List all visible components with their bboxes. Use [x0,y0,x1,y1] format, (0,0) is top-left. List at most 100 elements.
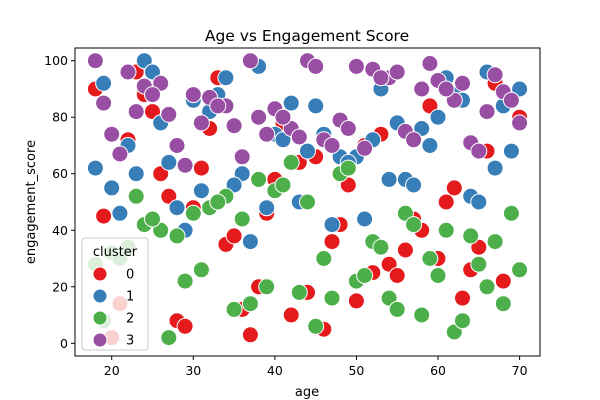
data-point [241,326,259,344]
data-point [290,128,308,146]
data-point [111,145,129,163]
x-tick-label: 40 [267,363,283,378]
data-point [462,227,480,245]
data-point [95,207,113,225]
data-point [160,329,178,347]
legend-marker [92,266,108,282]
legend-title: cluster [93,245,138,260]
data-point [486,233,504,251]
data-point [454,74,471,92]
data-point [470,255,488,273]
data-point [470,142,488,160]
data-point [225,300,243,318]
data-point [127,103,145,121]
data-point [429,267,447,284]
data-point [307,97,325,115]
data-point [176,317,194,335]
data-point [405,131,423,149]
legend-item: 1 [92,288,134,305]
data-point [95,94,113,112]
data-point [307,317,325,335]
data-point [437,221,455,239]
data-point [168,137,186,154]
data-point [502,204,520,222]
data-point [95,74,113,92]
data-point [372,69,390,87]
data-point [494,295,512,313]
data-point [421,137,439,154]
data-point [470,193,488,211]
legend-marker [92,310,108,326]
y-tick-label: 60 [52,166,68,181]
data-point [176,272,194,290]
data-point [144,210,161,228]
data-point [372,238,390,256]
data-point [160,105,178,123]
data-point [192,159,210,177]
data-point [486,159,504,177]
legend-label: 3 [126,334,134,349]
chart-title: Age vs Engagement Score [205,27,409,45]
data-point [160,153,178,171]
data-point [258,278,276,296]
data-point [413,80,431,98]
data-point [454,289,471,307]
data-point [511,114,529,132]
data-point [347,57,365,75]
data-point [388,300,406,318]
data-point [282,94,300,112]
x-axis-label: age [295,385,319,400]
y-tick-label: 100 [44,53,68,68]
data-point [233,148,251,166]
data-point [241,295,259,313]
data-point [445,179,463,197]
data-point [192,182,210,200]
x-axis: 20 30 40 50 60 70 [104,356,528,378]
data-point [339,120,357,137]
data-point [184,86,202,104]
data-point [307,57,325,75]
data-point [405,216,423,234]
x-tick-label: 20 [104,363,120,378]
data-point [356,267,374,284]
data-point [160,187,178,205]
data-point [290,283,308,301]
data-point [241,233,259,251]
data-point [225,117,243,135]
data-point [274,108,292,126]
data-point [299,193,316,211]
legend-item: 3 [92,332,134,349]
data-point [176,156,194,174]
x-tick-label: 70 [512,363,528,378]
data-point [144,86,161,104]
plot-frame [74,47,541,357]
data-point [478,278,496,296]
data-point [119,63,137,81]
data-point [454,312,471,330]
data-point [209,193,227,211]
legend-item: 2 [92,310,134,327]
data-point [396,241,414,259]
data-point [388,267,406,284]
data-point [356,139,374,157]
data-point [111,204,129,222]
data-point [421,55,439,72]
data-point [282,153,300,171]
legend-label: 0 [126,268,134,283]
data-point [168,199,186,217]
data-point [323,233,341,251]
legend: cluster 0 1 2 3 [81,237,149,351]
data-point [127,187,145,205]
data-point [413,306,431,324]
data-point [184,204,202,222]
data-point [127,165,145,183]
y-tick-label: 20 [52,279,68,294]
data-point [258,125,276,143]
data-point [323,289,341,307]
x-tick-label: 60 [430,363,446,378]
data-point [274,176,292,194]
data-point [192,261,210,279]
y-tick-label: 40 [52,223,68,238]
data-point [86,159,104,177]
